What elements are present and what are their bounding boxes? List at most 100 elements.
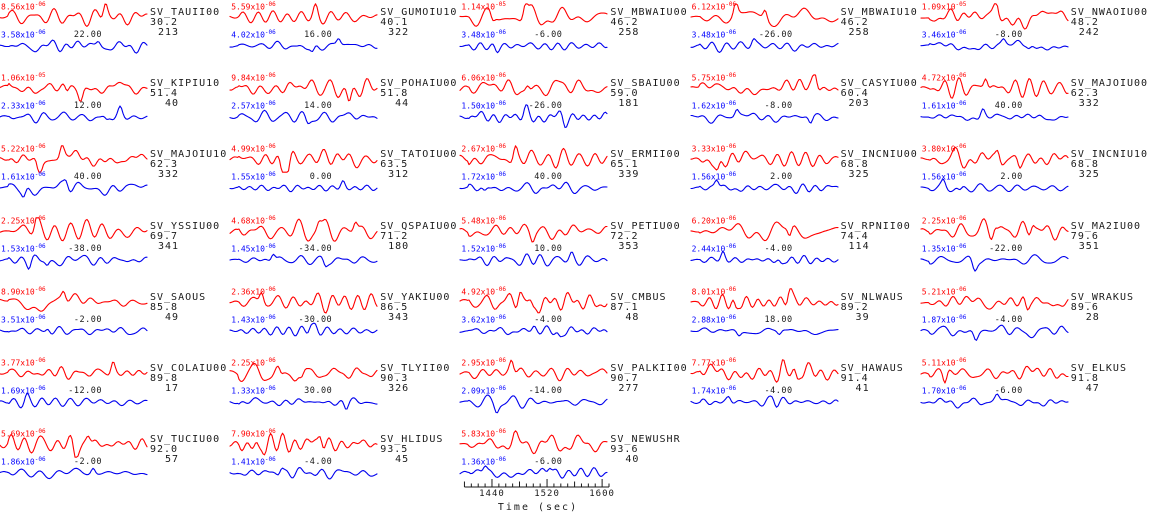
distance-value: 86.5 — [380, 301, 409, 313]
station-info: SV_PETIU00 72.2 353 — [610, 221, 680, 252]
station-cell: 5.22x10-06 1.61x10-06 40.00 SV_MAJOIU10 … — [0, 143, 230, 210]
station-name: SV_MBWAIU00 — [610, 7, 688, 18]
time-shift-value: -6.00 — [994, 385, 1023, 396]
blue-amplitude-label: 1.86x10-06 — [1, 456, 46, 467]
blue-amplitude-label: 1.87x10-06 — [921, 313, 967, 325]
azimuth-value: 322 — [388, 27, 410, 38]
station-name: SV_YSSIU00 — [150, 220, 221, 232]
red-amplitude-label: 6.20x10-06 — [691, 214, 737, 226]
azimuth-value: 351 — [1078, 240, 1100, 252]
azimuth-value: 40 — [625, 454, 640, 466]
station-info: SV_INCNIU00 68.8 325 — [841, 150, 918, 180]
azimuth-value: 44 — [395, 98, 410, 110]
station-name: SV_MAJOIU10 — [150, 149, 228, 161]
blue-amplitude-label: 3.46x10-06 — [921, 29, 967, 40]
time-shift-value: 12.00 — [73, 101, 102, 112]
observed-waveform-trace — [459, 430, 608, 455]
station-name: SV_ERMII00 — [610, 149, 681, 161]
azimuth-value: 181 — [618, 98, 640, 110]
blue-amplitude-label: 1.74x10-06 — [691, 384, 737, 396]
observed-waveform-trace — [459, 79, 608, 97]
distance-value: 68.8 — [840, 159, 869, 171]
distance-value: 48.2 — [1070, 17, 1099, 28]
observed-waveform-trace — [459, 145, 608, 169]
observed-waveform-trace — [229, 78, 378, 102]
time-tick-label: 1440 — [479, 489, 505, 499]
station-cell: 4.72x10-06 1.61x10-06 40.00 SV_MAJOIU00 … — [920, 72, 1151, 139]
azimuth-value: 203 — [848, 98, 870, 110]
synthetic-waveform-trace — [229, 396, 378, 410]
azimuth-value: 312 — [388, 169, 410, 181]
station-name: SV_KIPIU10 — [150, 78, 221, 90]
station-cell: 5.48x10-06 1.52x10-06 10.00 SV_PETIU00 7… — [459, 215, 690, 282]
station-name: SV_GUMOIU10 — [380, 7, 458, 18]
red-amplitude-label: 4.92x10-06 — [461, 285, 506, 297]
azimuth-value: 213 — [157, 27, 179, 38]
observed-waveform-trace — [0, 434, 148, 458]
synthetic-waveform-trace — [920, 179, 1069, 193]
station-info: SV_MBWAIU10 46.2 258 — [841, 8, 918, 38]
station-name: SV_CASYIU00 — [840, 78, 918, 90]
distance-value: 92.0 — [150, 444, 179, 456]
station-info: SV_TAUII00 30.2 213 — [150, 8, 220, 38]
time-shift-value: 30.00 — [304, 385, 333, 396]
station-info: SV_SBAIU00 59.0 181 — [610, 79, 680, 109]
station-info: SV_SAOUS 85.8 49 — [150, 292, 206, 323]
azimuth-value: 326 — [388, 382, 410, 394]
red-amplitude-label: 5.69x10-06 — [1, 428, 46, 439]
station-name: SV_TAUII00 — [150, 7, 221, 18]
station-info: SV_CASYIU00 60.4 203 — [841, 79, 918, 109]
distance-value: 89.8 — [150, 372, 179, 384]
time-shift-value: -6.00 — [534, 30, 563, 40]
azimuth-value: 325 — [848, 169, 870, 181]
synthetic-waveform-trace — [0, 39, 148, 54]
distance-value: 46.2 — [840, 17, 869, 28]
synthetic-waveform-trace — [229, 467, 378, 480]
time-shift-value: 40.00 — [73, 172, 102, 183]
synthetic-waveform-trace — [459, 104, 608, 129]
synthetic-waveform-trace — [920, 38, 1069, 51]
time-shift-value: 18.00 — [764, 314, 793, 325]
observed-waveform-trace — [229, 149, 378, 174]
observed-waveform-trace — [459, 359, 608, 382]
azimuth-value: 17 — [164, 382, 179, 394]
azimuth-value: 258 — [618, 27, 640, 38]
azimuth-value: 48 — [625, 311, 640, 323]
station-cell: 1.09x10-05 3.46x10-06 -8.00 SV_NWAOIU00 … — [920, 1, 1151, 68]
distance-value: 40.1 — [380, 17, 409, 28]
distance-value: 72.2 — [610, 230, 639, 242]
station-name: SV_COLAIU00 — [150, 362, 228, 374]
station-info: SV_MAJOIU00 62.3 332 — [1071, 79, 1148, 109]
blue-amplitude-label: 3.51x10-06 — [1, 313, 46, 325]
synthetic-waveform-trace — [0, 325, 148, 335]
observed-waveform-trace — [459, 223, 608, 242]
observed-waveform-trace — [920, 77, 1069, 99]
distance-value: 91.8 — [1070, 372, 1099, 384]
station-info: SV_NWAOIU00 48.2 242 — [1071, 8, 1148, 38]
station-info: SV_COLAIU00 89.8 17 — [150, 362, 228, 394]
station-info: SV_MAJOIU10 62.3 332 — [150, 150, 227, 180]
synthetic-waveform-trace — [459, 182, 608, 195]
azimuth-value: 39 — [855, 311, 870, 323]
station-info: SV_TUCIU00 92.0 57 — [150, 435, 220, 465]
observed-waveform-trace — [229, 432, 378, 456]
synthetic-waveform-trace — [229, 322, 378, 336]
observed-waveform-trace — [459, 291, 608, 314]
time-tick-label: 1520 — [534, 489, 560, 499]
observed-waveform-trace — [229, 218, 378, 242]
station-cell: 5.69x10-06 1.86x10-06 -2.00 SV_TUCIU00 9… — [0, 428, 230, 495]
red-amplitude-label: 2.95x10-06 — [461, 356, 506, 368]
time-shift-value: -34.00 — [298, 243, 333, 254]
time-shift-value: -26.00 — [758, 30, 793, 40]
station-name: SV_NEWUSHR — [610, 434, 681, 446]
station-info: SV_WRAKUS 89.6 28 — [1071, 292, 1134, 323]
station-cell: 5.75x10-06 1.62x10-06 -8.00 SV_CASYIU00 … — [690, 72, 921, 139]
observed-waveform-trace — [229, 362, 378, 382]
azimuth-value: 28 — [1085, 311, 1100, 323]
red-amplitude-label: 2.25x10-06 — [1, 214, 46, 226]
blue-amplitude-label: 2.33x10-06 — [1, 100, 46, 111]
distance-value: 79.6 — [1070, 230, 1099, 242]
station-info: SV_KIPIU10 51.4 40 — [150, 79, 220, 109]
station-cell: 1.14x10-05 3.48x10-06 -6.00 SV_MBWAIU00 … — [459, 1, 690, 68]
time-shift-value: -4.00 — [994, 314, 1023, 325]
